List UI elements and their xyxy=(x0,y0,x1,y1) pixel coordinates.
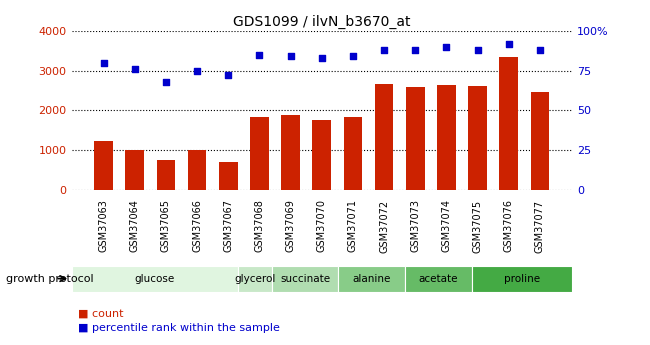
Point xyxy=(192,68,202,73)
Bar xyxy=(281,115,300,190)
Bar xyxy=(530,92,549,190)
Text: glucose: glucose xyxy=(135,274,175,284)
Point xyxy=(129,66,140,72)
Point xyxy=(379,47,389,53)
Bar xyxy=(72,266,239,292)
Text: alanine: alanine xyxy=(352,274,391,284)
Bar xyxy=(472,266,572,292)
Point xyxy=(348,54,358,59)
Bar xyxy=(157,160,176,190)
Bar xyxy=(468,86,487,190)
Bar xyxy=(344,117,362,190)
Bar xyxy=(499,57,518,190)
Text: acetate: acetate xyxy=(419,274,458,284)
Point xyxy=(285,54,296,59)
Bar xyxy=(272,266,339,292)
Bar xyxy=(339,266,405,292)
Point xyxy=(98,60,109,66)
Text: glycerol: glycerol xyxy=(235,274,276,284)
Point xyxy=(254,52,265,58)
Point xyxy=(223,73,233,78)
Bar xyxy=(405,266,472,292)
Point xyxy=(441,44,452,50)
Point xyxy=(161,79,171,85)
Text: proline: proline xyxy=(504,274,540,284)
Bar xyxy=(250,117,268,190)
Bar xyxy=(406,87,424,190)
Point xyxy=(410,47,421,53)
Title: GDS1099 / ilvN_b3670_at: GDS1099 / ilvN_b3670_at xyxy=(233,14,411,29)
Bar xyxy=(219,162,238,190)
Bar xyxy=(437,85,456,190)
Bar xyxy=(188,150,207,190)
Point xyxy=(473,47,483,53)
Point xyxy=(317,55,327,61)
Point xyxy=(504,41,514,47)
Text: growth protocol: growth protocol xyxy=(6,274,94,284)
Bar xyxy=(125,150,144,190)
Bar xyxy=(94,141,113,190)
Bar xyxy=(239,266,272,292)
Point xyxy=(535,47,545,53)
Bar xyxy=(313,120,331,190)
Bar xyxy=(375,84,393,190)
Text: succinate: succinate xyxy=(280,274,330,284)
Text: ■ count: ■ count xyxy=(78,309,124,319)
Text: ■ percentile rank within the sample: ■ percentile rank within the sample xyxy=(78,323,280,333)
